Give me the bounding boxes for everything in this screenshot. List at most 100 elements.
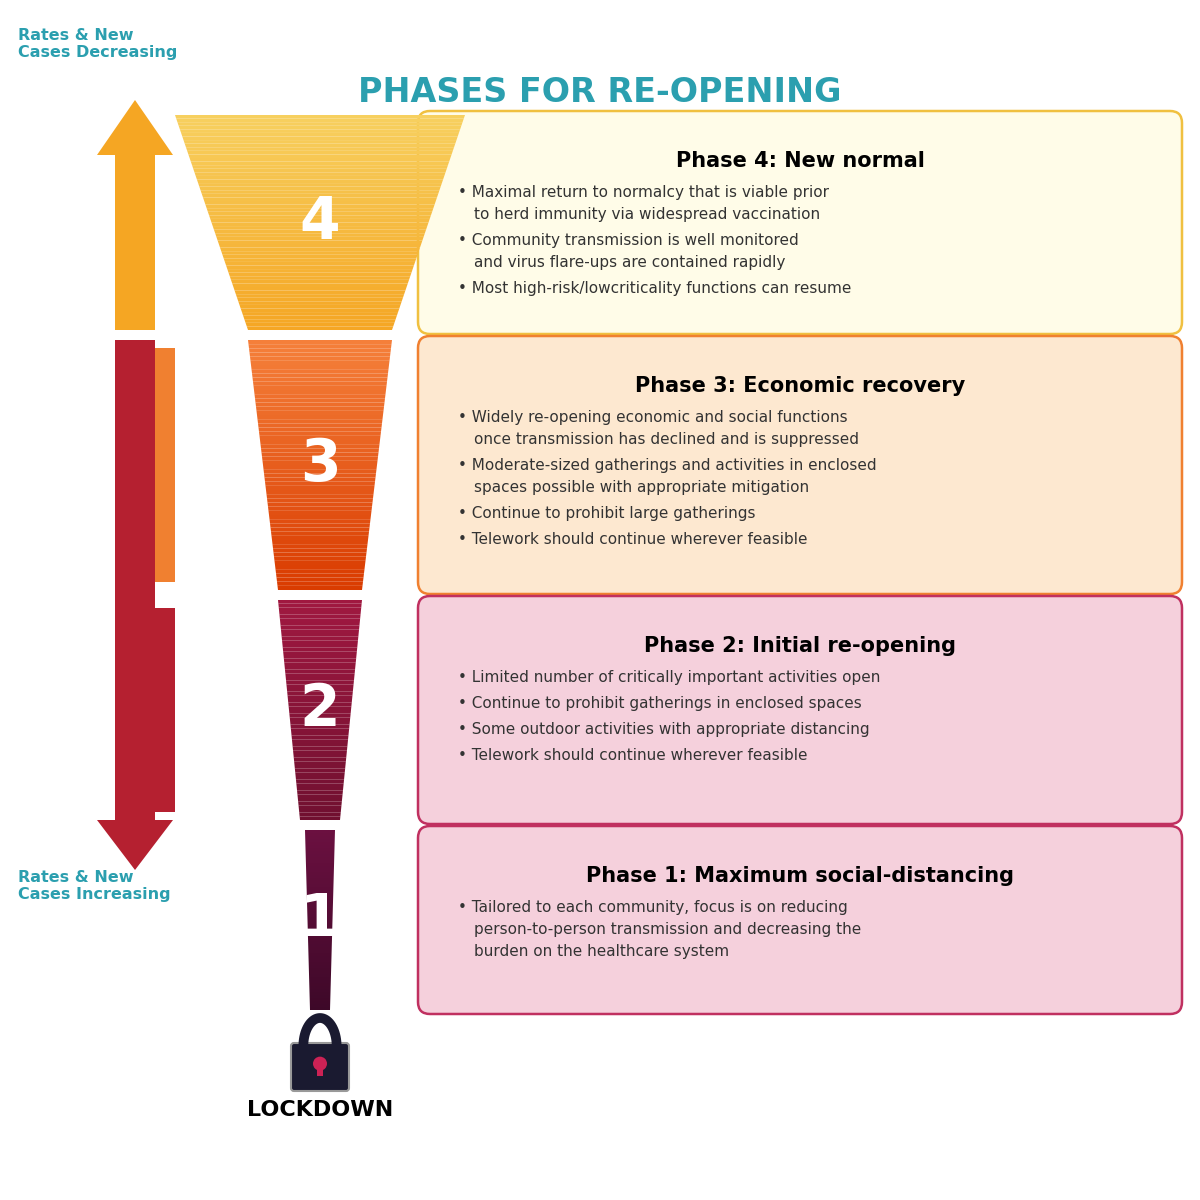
Text: • Continue to prohibit gatherings in enclosed spaces: • Continue to prohibit gatherings in enc… [458, 696, 862, 710]
Polygon shape [293, 754, 347, 757]
Polygon shape [277, 582, 364, 586]
Polygon shape [262, 449, 379, 452]
Polygon shape [188, 155, 451, 158]
Text: • Most high-risk/lowcriticality functions can resume: • Most high-risk/lowcriticality function… [458, 281, 851, 296]
Polygon shape [298, 802, 342, 805]
Polygon shape [256, 407, 384, 410]
Text: • Some outdoor activities with appropriate distancing: • Some outdoor activities with appropria… [458, 722, 870, 737]
Polygon shape [276, 569, 365, 574]
Polygon shape [310, 992, 330, 995]
Polygon shape [198, 184, 442, 187]
Polygon shape [244, 316, 397, 319]
Polygon shape [280, 614, 360, 618]
Polygon shape [254, 390, 386, 394]
Text: once transmission has declined and is suppressed: once transmission has declined and is su… [474, 432, 859, 446]
Polygon shape [307, 914, 332, 917]
Polygon shape [184, 140, 456, 144]
Polygon shape [253, 386, 386, 390]
Polygon shape [306, 860, 334, 863]
Polygon shape [287, 684, 354, 688]
Polygon shape [220, 247, 420, 251]
Bar [155, 340, 430, 590]
FancyBboxPatch shape [418, 596, 1182, 824]
Polygon shape [308, 962, 331, 965]
Polygon shape [282, 641, 358, 644]
Polygon shape [294, 766, 346, 769]
Polygon shape [275, 560, 366, 565]
Polygon shape [260, 444, 379, 449]
Polygon shape [298, 798, 342, 802]
Polygon shape [251, 361, 390, 365]
Polygon shape [310, 980, 331, 983]
Polygon shape [299, 805, 342, 809]
Polygon shape [265, 481, 374, 486]
Bar [155, 600, 430, 820]
Polygon shape [258, 424, 382, 427]
Polygon shape [214, 229, 426, 233]
Polygon shape [185, 144, 455, 148]
Polygon shape [292, 736, 348, 739]
Polygon shape [206, 208, 433, 211]
Polygon shape [307, 893, 334, 896]
Bar [155, 608, 175, 812]
Polygon shape [308, 956, 331, 959]
Polygon shape [308, 941, 332, 944]
Polygon shape [306, 887, 334, 890]
Polygon shape [274, 552, 366, 557]
Polygon shape [281, 622, 360, 625]
Polygon shape [272, 540, 368, 544]
Circle shape [313, 1057, 326, 1070]
Polygon shape [280, 618, 360, 622]
Polygon shape [248, 344, 391, 348]
Polygon shape [181, 133, 458, 137]
Text: Phase 1: Maximum social-distancing: Phase 1: Maximum social-distancing [586, 866, 1014, 886]
Polygon shape [281, 634, 359, 637]
Polygon shape [281, 625, 360, 629]
Text: LOCKDOWN: LOCKDOWN [247, 1100, 394, 1120]
Polygon shape [293, 750, 347, 754]
Polygon shape [270, 520, 371, 523]
Polygon shape [211, 222, 428, 226]
Polygon shape [308, 938, 332, 941]
Polygon shape [190, 158, 450, 162]
Polygon shape [292, 739, 348, 743]
Polygon shape [306, 881, 334, 884]
Polygon shape [264, 478, 376, 481]
Polygon shape [223, 258, 416, 262]
Text: person-to-person transmission and decreasing the: person-to-person transmission and decrea… [474, 922, 862, 937]
Polygon shape [269, 511, 372, 515]
FancyBboxPatch shape [418, 336, 1182, 594]
Polygon shape [216, 236, 424, 240]
Polygon shape [308, 950, 331, 953]
Text: • Telework should continue wherever feasible: • Telework should continue wherever feas… [458, 748, 808, 763]
Polygon shape [250, 353, 390, 356]
Polygon shape [97, 100, 173, 330]
Polygon shape [205, 204, 434, 208]
Polygon shape [269, 515, 371, 520]
Polygon shape [310, 995, 330, 998]
Polygon shape [308, 932, 332, 935]
Polygon shape [305, 842, 335, 845]
Polygon shape [307, 896, 334, 899]
Polygon shape [199, 187, 440, 191]
Polygon shape [176, 119, 463, 122]
Polygon shape [290, 728, 349, 732]
Polygon shape [288, 695, 353, 698]
Polygon shape [283, 655, 356, 659]
Polygon shape [252, 370, 389, 373]
Polygon shape [306, 884, 334, 887]
Text: • Tailored to each community, focus is on reducing: • Tailored to each community, focus is o… [458, 900, 847, 914]
Polygon shape [251, 365, 389, 370]
Polygon shape [289, 714, 350, 718]
Polygon shape [250, 348, 391, 353]
Text: to herd immunity via widespread vaccination: to herd immunity via widespread vaccinat… [474, 206, 820, 222]
Polygon shape [186, 148, 454, 151]
Polygon shape [254, 394, 385, 398]
Polygon shape [257, 410, 384, 415]
FancyBboxPatch shape [418, 110, 1182, 334]
Polygon shape [256, 398, 385, 402]
Polygon shape [262, 452, 378, 457]
Polygon shape [191, 162, 449, 166]
Polygon shape [294, 757, 347, 761]
FancyBboxPatch shape [418, 826, 1182, 1014]
